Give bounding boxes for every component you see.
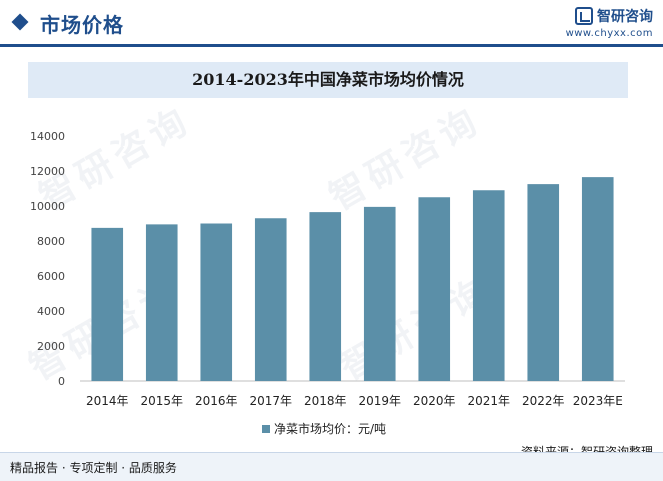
y-tick-label: 8000 [37, 235, 65, 248]
x-tick-label: 2018年 [304, 394, 347, 408]
brand-url: www.chyxx.com [565, 28, 653, 39]
bar [145, 224, 178, 381]
section-header: 市场价格 [0, 0, 663, 48]
footer-bar: 精品报告 · 专项定制 · 品质服务 [0, 452, 663, 481]
x-tick-label: 2020年 [413, 394, 456, 408]
bar [200, 223, 233, 381]
y-tick-label: 14000 [30, 130, 65, 143]
bar [418, 197, 451, 381]
y-tick-label: 12000 [30, 165, 65, 178]
x-tick-label: 2019年 [358, 394, 401, 408]
x-tick-label: 2017年 [249, 394, 292, 408]
bar [527, 184, 560, 381]
x-tick-label: 2023年E [573, 394, 623, 408]
brand-name: 智研咨询 [597, 9, 653, 25]
bar [254, 218, 287, 381]
y-tick-label: 10000 [30, 200, 65, 213]
x-tick-label: 2015年 [140, 394, 183, 408]
footer-tagline: 精品报告 · 专项定制 · 品质服务 [10, 461, 177, 475]
bar [363, 206, 396, 381]
y-tick-label: 6000 [37, 270, 65, 283]
y-tick-label: 2000 [37, 340, 65, 353]
bar [91, 227, 124, 381]
x-tick-label: 2021年 [467, 394, 510, 408]
y-tick-label: 4000 [37, 305, 65, 318]
legend-swatch [262, 425, 270, 433]
y-tick-label: 0 [58, 375, 65, 388]
header-rule [0, 44, 663, 47]
bar [581, 177, 614, 381]
bar [472, 190, 505, 381]
legend-label: 净菜市场均价：元/吨 [274, 421, 386, 436]
bar [309, 212, 342, 381]
x-tick-label: 2014年 [86, 394, 129, 408]
x-tick-label: 2016年 [195, 394, 238, 408]
chart-title: 2014-2023年中国净菜市场均价情况 [28, 62, 628, 98]
brand-mark-icon [575, 7, 593, 25]
brand-logo: 智研咨询 www.chyxx.com [566, 6, 653, 39]
section-title: 市场价格 [40, 13, 124, 37]
x-tick-label: 2022年 [522, 394, 565, 408]
